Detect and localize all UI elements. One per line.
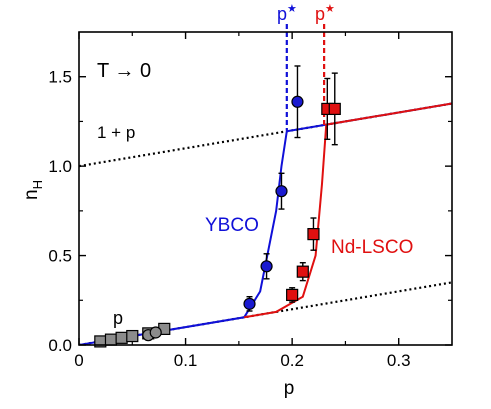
data-point-low-doping xyxy=(126,329,139,343)
fit-line-nd-lsco xyxy=(244,102,452,319)
x-axis-label: p xyxy=(284,378,295,399)
data-point-nd-lsco xyxy=(307,228,320,241)
annotation-pstar-ndlsco: p★ xyxy=(315,3,335,24)
x-tick-label: 0.3 xyxy=(387,351,411,370)
annotation-pstar-ybco: p★ xyxy=(277,3,297,24)
data-point-nd-lsco xyxy=(286,288,299,302)
data-point-ybco xyxy=(275,185,288,198)
annotation-ybco: YBCO xyxy=(205,215,259,236)
reference-line-p xyxy=(79,281,452,345)
data-point-ybco xyxy=(260,260,273,273)
plot-frame xyxy=(78,31,453,346)
data-point-low-doping xyxy=(104,333,118,346)
data-point-nd-lsco xyxy=(328,102,341,116)
data-point-ybco xyxy=(243,297,256,310)
annotation-one-plus-p: 1 + p xyxy=(97,123,135,142)
y-tick-label: 1.5 xyxy=(48,68,72,87)
x-tick-label: 0 xyxy=(74,351,83,370)
annotation-ndlsco: Nd-LSCO xyxy=(331,237,413,258)
data-point-ybco xyxy=(291,95,304,108)
x-tick-label: 0.2 xyxy=(280,351,304,370)
data-point-low-doping-circles xyxy=(149,326,162,339)
x-tick-label: 0.1 xyxy=(174,351,198,370)
annotation-temperature: T → 0 xyxy=(97,60,151,82)
y-tick-label: 0.0 xyxy=(48,336,72,355)
y-tick-label: 1.0 xyxy=(48,157,72,176)
data-point-nd-lsco xyxy=(296,265,309,278)
data-point-low-doping xyxy=(115,331,128,344)
y-tick-label: 0.5 xyxy=(48,247,72,266)
y-axis-label: nH xyxy=(21,180,45,200)
annotation-p-label: p xyxy=(113,308,123,328)
